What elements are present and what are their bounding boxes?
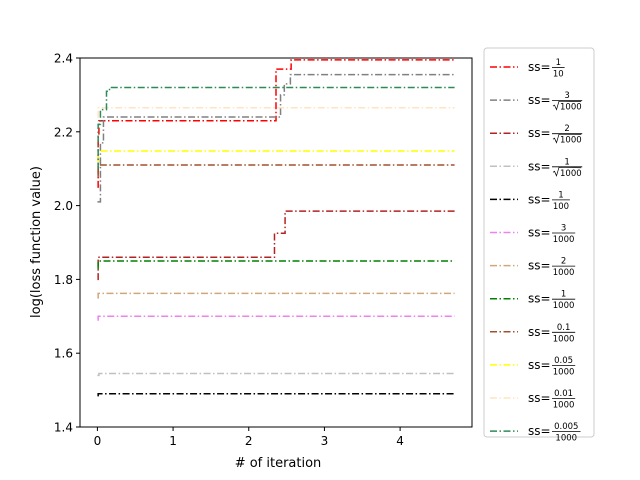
legend-entry: ss= 1 100 — [490, 190, 570, 212]
legend-denominator: 1000 — [560, 136, 582, 146]
legend-numerator: 2 — [561, 257, 566, 267]
legend-denominator: 1000 — [553, 268, 575, 278]
y-tick-label: 2.2 — [54, 125, 73, 139]
legend-label: ss= — [528, 325, 551, 339]
legend-label: ss= — [528, 226, 551, 240]
legend-label: ss= — [528, 391, 551, 405]
legend-numerator: 3 — [561, 224, 566, 234]
legend-label: ss= — [528, 93, 551, 107]
legend-denominator: 1000 — [553, 367, 575, 377]
series-line-4 — [97, 372, 455, 377]
series-line-12 — [97, 86, 455, 170]
x-tick-label: 0 — [94, 434, 102, 448]
y-tick-label: 1.8 — [54, 273, 73, 287]
x-axis-label: # of iteration — [235, 456, 322, 471]
sqrt-icon — [552, 166, 582, 177]
legend-entry: ss= 2 1000 — [490, 124, 583, 146]
legend-denominator: 1000 — [553, 334, 575, 344]
legend-denominator: 1000 — [553, 235, 575, 245]
legend-numerator: 3 — [564, 91, 569, 101]
sqrt-icon — [552, 100, 582, 111]
legend-numerator: 0.005 — [554, 422, 578, 432]
legend-denominator: 10 — [553, 70, 564, 80]
legend-entry: ss= 1 10 — [490, 58, 565, 80]
legend-denominator: 100 — [553, 202, 569, 212]
series-line-10 — [97, 150, 455, 163]
series-line-5 — [97, 393, 455, 397]
legend-numerator: 0.1 — [557, 323, 571, 333]
series-line-8 — [97, 260, 455, 270]
legend-denominator: 1000 — [560, 103, 582, 113]
legend-denominator: 1000 — [553, 301, 575, 311]
x-tick-label: 2 — [245, 434, 253, 448]
legend-label: ss= — [528, 358, 551, 372]
sqrt-icon — [552, 133, 582, 144]
legend-numerator: 0.05 — [554, 356, 573, 366]
legend-entry: ss= 1 1000 — [490, 157, 583, 179]
legend-entry: ss= 3 1000 — [490, 91, 583, 113]
series-line-3 — [97, 210, 455, 281]
plot-frame — [79, 57, 473, 428]
legend-numerator: 0.01 — [554, 389, 573, 399]
legend-label: ss= — [528, 424, 551, 438]
legend-entry: ss= 0.005 1000 — [490, 422, 581, 444]
legend-label: ss= — [528, 159, 551, 173]
plot-lines — [97, 59, 455, 397]
y-tick-label: 1.6 — [54, 347, 73, 361]
legend-numerator: 2 — [564, 124, 569, 134]
x-tick-label: 1 — [169, 434, 177, 448]
y-tick-label: 2.0 — [54, 199, 73, 213]
legend-label: ss= — [528, 126, 551, 140]
series-line-2 — [97, 73, 455, 203]
x-tick-label: 4 — [396, 434, 404, 448]
legend-numerator: 1 — [564, 157, 569, 167]
series-line-1 — [97, 59, 455, 188]
series-line-7 — [97, 292, 455, 299]
legend-numerator: 1 — [556, 58, 561, 68]
series-line-11 — [97, 107, 455, 118]
y-tick-label: 1.4 — [54, 421, 73, 435]
legend-numerator: 1 — [558, 190, 563, 200]
legend-denominator: 1000 — [553, 401, 575, 411]
legend-label: ss= — [528, 259, 551, 273]
legend-numerator: 1 — [561, 290, 566, 300]
legend-denominator: 1000 — [560, 169, 582, 179]
legend-label: ss= — [528, 292, 551, 306]
axes: 0 1 2 3 4 1.4 1.6 1.8 2.0 2.2 2.4 — [54, 52, 473, 448]
y-axis-label: log(loss function value) — [29, 166, 44, 318]
legend-box — [483, 47, 595, 438]
legend-entry: ss= 0.01 1000 — [490, 389, 576, 411]
x-tick-label: 3 — [321, 434, 329, 448]
series-line-9 — [97, 164, 455, 177]
legend-denominator: 1000 — [555, 434, 577, 444]
legend-label: ss= — [528, 192, 551, 206]
legend-label: ss= — [528, 60, 551, 74]
series-line-6 — [97, 315, 455, 321]
y-tick-label: 2.4 — [54, 52, 73, 66]
